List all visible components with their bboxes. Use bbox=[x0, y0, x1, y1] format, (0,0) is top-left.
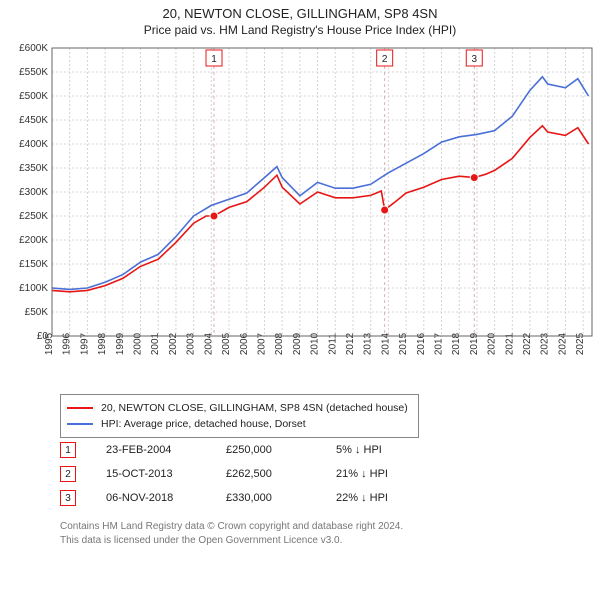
markers-table: 1 23-FEB-2004 £250,000 5% ↓ HPI 2 15-OCT… bbox=[60, 438, 436, 510]
svg-text:£350K: £350K bbox=[19, 163, 48, 174]
marker-row: 3 06-NOV-2018 £330,000 22% ↓ HPI bbox=[60, 486, 436, 510]
attribution-line2: This data is licensed under the Open Gov… bbox=[60, 534, 403, 548]
chart-svg: £0£50K£100K£150K£200K£250K£300K£350K£400… bbox=[4, 44, 596, 384]
legend-row-subject: 20, NEWTON CLOSE, GILLINGHAM, SP8 4SN (d… bbox=[67, 400, 408, 416]
legend-row-hpi: HPI: Average price, detached house, Dors… bbox=[67, 416, 408, 432]
legend: 20, NEWTON CLOSE, GILLINGHAM, SP8 4SN (d… bbox=[60, 394, 419, 438]
svg-text:£600K: £600K bbox=[19, 44, 48, 54]
svg-text:3: 3 bbox=[471, 54, 477, 65]
marker-badge: 3 bbox=[60, 490, 76, 506]
attribution: Contains HM Land Registry data © Crown c… bbox=[60, 520, 403, 547]
svg-text:£150K: £150K bbox=[19, 259, 48, 270]
chart-subtitle: Price paid vs. HM Land Registry's House … bbox=[0, 23, 600, 37]
chart-titles: 20, NEWTON CLOSE, GILLINGHAM, SP8 4SN Pr… bbox=[0, 0, 600, 37]
marker-pct: 22% ↓ HPI bbox=[336, 492, 436, 504]
svg-text:£200K: £200K bbox=[19, 235, 48, 246]
marker-date: 06-NOV-2018 bbox=[106, 492, 226, 504]
marker-price: £250,000 bbox=[226, 444, 336, 456]
marker-badge: 1 bbox=[60, 442, 76, 458]
marker-date: 15-OCT-2013 bbox=[106, 468, 226, 480]
svg-text:£500K: £500K bbox=[19, 91, 48, 102]
legend-swatch-subject bbox=[67, 407, 93, 409]
marker-pct: 21% ↓ HPI bbox=[336, 468, 436, 480]
marker-pct: 5% ↓ HPI bbox=[336, 444, 436, 456]
svg-text:£250K: £250K bbox=[19, 211, 48, 222]
svg-text:£300K: £300K bbox=[19, 187, 48, 198]
svg-text:£550K: £550K bbox=[19, 67, 48, 78]
legend-label-subject: 20, NEWTON CLOSE, GILLINGHAM, SP8 4SN (d… bbox=[101, 402, 408, 414]
legend-label-hpi: HPI: Average price, detached house, Dors… bbox=[101, 418, 306, 430]
marker-date: 23-FEB-2004 bbox=[106, 444, 226, 456]
marker-badge: 2 bbox=[60, 466, 76, 482]
svg-text:1: 1 bbox=[211, 54, 217, 65]
marker-price: £262,500 bbox=[226, 468, 336, 480]
svg-text:£450K: £450K bbox=[19, 115, 48, 126]
svg-text:£50K: £50K bbox=[25, 307, 49, 318]
chart: £0£50K£100K£150K£200K£250K£300K£350K£400… bbox=[4, 44, 596, 384]
marker-row: 1 23-FEB-2004 £250,000 5% ↓ HPI bbox=[60, 438, 436, 462]
legend-swatch-hpi bbox=[67, 423, 93, 425]
svg-text:£100K: £100K bbox=[19, 283, 48, 294]
chart-title: 20, NEWTON CLOSE, GILLINGHAM, SP8 4SN bbox=[0, 6, 600, 21]
attribution-line1: Contains HM Land Registry data © Crown c… bbox=[60, 520, 403, 534]
svg-text:£400K: £400K bbox=[19, 139, 48, 150]
marker-row: 2 15-OCT-2013 £262,500 21% ↓ HPI bbox=[60, 462, 436, 486]
marker-price: £330,000 bbox=[226, 492, 336, 504]
svg-text:2: 2 bbox=[382, 54, 388, 65]
